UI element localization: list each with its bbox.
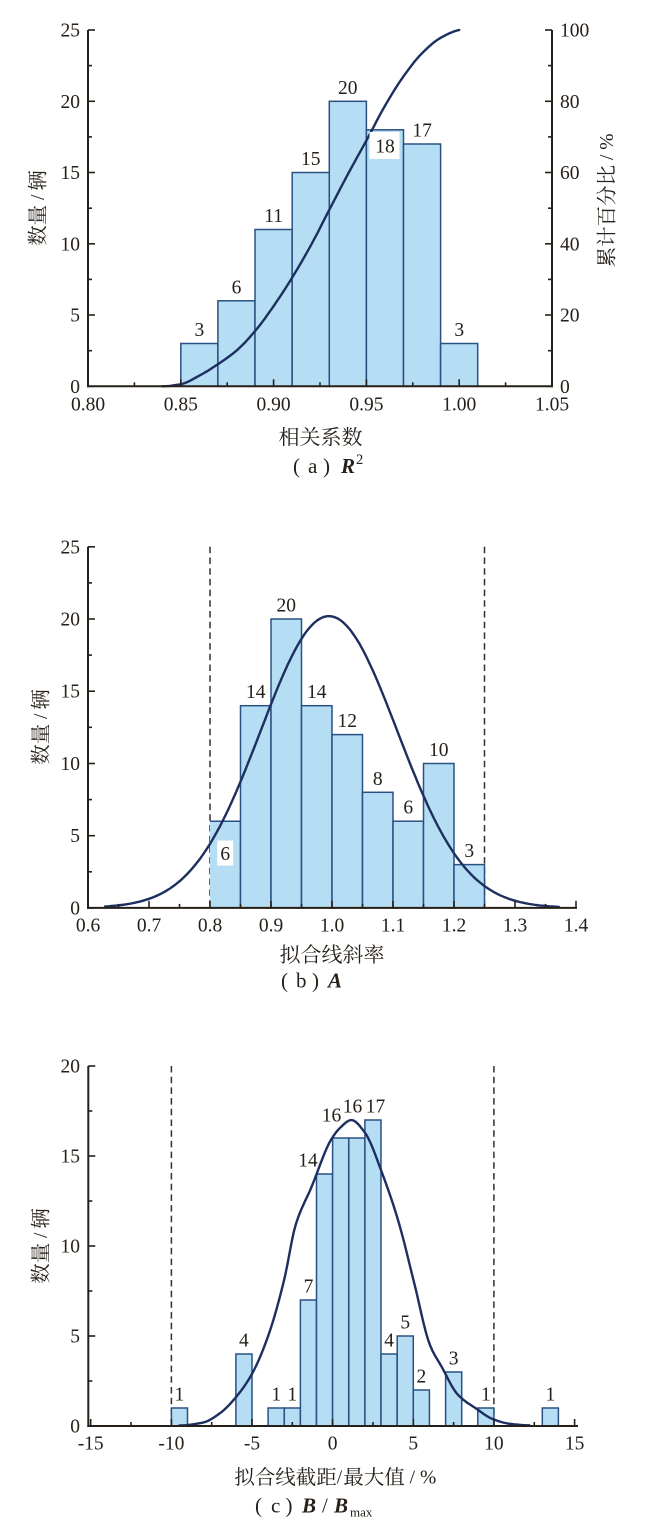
svg-text:10: 10: [429, 740, 449, 761]
svg-text:60: 60: [560, 163, 580, 184]
svg-text:14: 14: [246, 682, 266, 703]
svg-text:a: a: [308, 454, 318, 478]
svg-text:20: 20: [61, 610, 81, 631]
svg-text:max: max: [350, 1505, 373, 1520]
svg-text:6: 6: [220, 844, 230, 865]
svg-text:1: 1: [287, 1385, 297, 1406]
svg-text:0.95: 0.95: [349, 395, 383, 416]
svg-text:25: 25: [61, 537, 81, 558]
svg-text:1: 1: [271, 1385, 281, 1406]
svg-text:0: 0: [328, 1434, 338, 1455]
svg-text:11: 11: [264, 206, 283, 227]
svg-text:20: 20: [61, 1057, 81, 1078]
svg-text:10: 10: [61, 1237, 81, 1258]
svg-text:17: 17: [412, 121, 432, 142]
svg-text:(: (: [293, 454, 300, 478]
svg-text:0.85: 0.85: [164, 395, 198, 416]
svg-text:A: A: [326, 969, 342, 993]
svg-text:/: /: [322, 1494, 328, 1518]
svg-text:3: 3: [449, 1349, 459, 1370]
svg-text:15: 15: [301, 149, 321, 170]
svg-text:5: 5: [70, 306, 80, 327]
svg-text:10: 10: [484, 1434, 504, 1455]
svg-text:(: (: [281, 969, 288, 993]
svg-text:20: 20: [61, 92, 81, 113]
svg-text:-5: -5: [244, 1434, 260, 1455]
svg-text:20: 20: [338, 78, 358, 99]
svg-text:3: 3: [195, 320, 205, 341]
svg-text:25: 25: [61, 21, 81, 42]
svg-text:10: 10: [61, 754, 81, 775]
svg-text:c: c: [271, 1494, 280, 1518]
svg-text:0.80: 0.80: [71, 395, 105, 416]
svg-text:20: 20: [560, 306, 580, 327]
svg-text:16: 16: [322, 1106, 342, 1127]
svg-text:0.8: 0.8: [198, 916, 222, 937]
svg-text:4: 4: [384, 1331, 394, 1352]
svg-text:): ): [286, 1494, 293, 1518]
svg-text:1: 1: [175, 1385, 185, 1406]
svg-text:1.2: 1.2: [442, 916, 466, 937]
svg-text:14: 14: [307, 682, 327, 703]
svg-text:): ): [323, 454, 330, 478]
svg-text:80: 80: [560, 92, 580, 113]
svg-text:14: 14: [298, 1151, 318, 1172]
svg-text:6: 6: [232, 277, 242, 298]
svg-text:B: B: [301, 1494, 316, 1518]
svg-text:(: (: [255, 1494, 262, 1518]
svg-text:1.0: 1.0: [320, 916, 344, 937]
svg-text:/: /: [31, 709, 52, 724]
svg-text:15: 15: [61, 682, 81, 703]
svg-text:2: 2: [356, 452, 363, 468]
svg-text:0.6: 0.6: [76, 916, 101, 937]
svg-text:6: 6: [403, 798, 413, 819]
svg-text:3: 3: [464, 841, 474, 862]
svg-text:17: 17: [366, 1097, 386, 1118]
svg-text:20: 20: [277, 596, 297, 617]
svg-text:15: 15: [61, 163, 81, 184]
svg-text:/: /: [337, 1468, 343, 1489]
svg-text:8: 8: [373, 769, 383, 790]
svg-text:0.90: 0.90: [257, 395, 291, 416]
svg-text:/ %: / %: [597, 133, 618, 164]
svg-text:10: 10: [61, 234, 81, 255]
svg-text:5: 5: [70, 826, 80, 847]
svg-text:15: 15: [61, 1147, 81, 1168]
svg-text:1: 1: [481, 1385, 491, 1406]
svg-text:0.9: 0.9: [259, 916, 283, 937]
svg-text:-10: -10: [158, 1434, 184, 1455]
svg-text:0: 0: [70, 898, 80, 919]
svg-text:12: 12: [337, 711, 357, 732]
svg-text:1.4: 1.4: [564, 916, 589, 937]
svg-text:18: 18: [375, 137, 395, 158]
svg-text:1.1: 1.1: [381, 916, 405, 937]
svg-text:40: 40: [560, 234, 580, 255]
svg-text:1.05: 1.05: [535, 395, 569, 416]
svg-text:/: /: [31, 1228, 52, 1243]
svg-text:0.7: 0.7: [137, 916, 162, 937]
svg-text:4: 4: [239, 1331, 249, 1352]
svg-text:b: b: [296, 969, 307, 993]
svg-text:5: 5: [70, 1327, 80, 1348]
svg-text:2: 2: [417, 1367, 427, 1388]
svg-text:/: /: [28, 190, 49, 205]
svg-text:5: 5: [400, 1313, 410, 1334]
svg-text:0: 0: [70, 1417, 80, 1438]
svg-text:100: 100: [560, 21, 589, 42]
svg-text:1.00: 1.00: [442, 395, 476, 416]
svg-text:-15: -15: [78, 1434, 104, 1455]
svg-text:16: 16: [343, 1097, 363, 1118]
svg-text:3: 3: [454, 320, 464, 341]
svg-text:0: 0: [560, 377, 570, 398]
svg-text:): ): [312, 969, 319, 993]
svg-text:7: 7: [304, 1277, 314, 1298]
svg-text:R: R: [340, 454, 355, 478]
svg-text:15: 15: [565, 1434, 585, 1455]
svg-text:1: 1: [546, 1385, 556, 1406]
svg-text:0: 0: [70, 377, 80, 398]
svg-text:5: 5: [408, 1434, 418, 1455]
svg-text:1.3: 1.3: [503, 916, 527, 937]
svg-text:B: B: [333, 1494, 348, 1518]
svg-text:/ %: / %: [405, 1468, 436, 1489]
